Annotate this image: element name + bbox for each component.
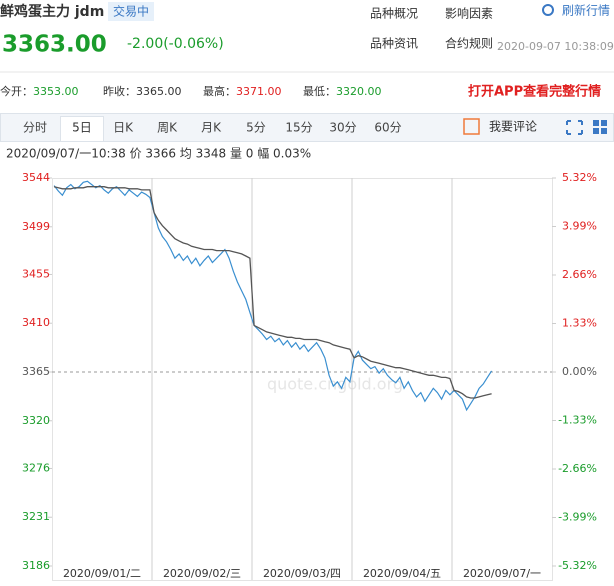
y-tick-label: 3276 — [22, 461, 50, 474]
y2-tick-label: -3.99% — [558, 511, 597, 524]
time: 2020-09-07 10:38:09 — [497, 40, 614, 53]
stat-label: 最低： — [303, 85, 336, 98]
y-tick-label: 3455 — [22, 267, 50, 280]
link[interactable]: 合约规则 — [445, 36, 493, 51]
plot-frame — [52, 178, 553, 581]
y2-tick-label: 3.99% — [562, 220, 597, 233]
tab[interactable]: 日K — [113, 121, 134, 135]
y-tick-label: 3410 — [22, 316, 50, 329]
y2-tick-label: -1.33% — [558, 414, 597, 427]
y-tick-label: 3544 — [22, 171, 50, 184]
tab[interactable]: 5分 — [246, 121, 266, 135]
x-tick-label: 2020/09/02/三 — [163, 567, 241, 580]
tab-active-bg — [60, 116, 104, 142]
link[interactable]: 品种概况 — [370, 7, 418, 21]
stat-label: 昨收： — [103, 84, 136, 98]
comment[interactable]: 我要评论 — [489, 120, 537, 134]
tab[interactable]: 60分 — [374, 121, 401, 135]
refresh[interactable]: 刷新行情 — [562, 3, 610, 18]
comment-icon[interactable] — [463, 118, 480, 135]
tab[interactable]: 15分 — [285, 121, 312, 135]
title: 鲜鸡蛋主力 jdm — [0, 3, 104, 20]
y2-tick-label: -2.66% — [558, 462, 597, 475]
y-tick-label: 3499 — [22, 220, 50, 233]
y-tick-label: 3186 — [22, 559, 50, 572]
average-line — [53, 186, 492, 399]
stat-value: 3353.00 — [33, 85, 79, 98]
y2-tick-label: 1.33% — [562, 317, 597, 330]
change: -2.00(-0.06%) — [127, 36, 224, 52]
link[interactable]: 影响因素 — [445, 6, 493, 21]
stat-value: 3320.00 — [336, 85, 382, 98]
stat-value: 3371.00 — [236, 85, 282, 98]
stat-label: 最高： — [203, 84, 236, 98]
stat-label: 今开： — [0, 84, 33, 98]
x-tick-label: 2020/09/01/二 — [63, 567, 141, 580]
x-tick-label: 2020/09/04/五 — [363, 567, 441, 580]
fullscreen-icon[interactable] — [566, 120, 583, 135]
price-line — [53, 180, 493, 412]
y-tick-label: 3365 — [22, 365, 50, 378]
x-tick-label: 2020/09/03/四 — [263, 567, 341, 580]
y2-tick-label: 0.00% — [562, 365, 597, 378]
tab[interactable]: 分时 — [23, 121, 47, 135]
tab[interactable]: 5日 — [72, 121, 92, 135]
menu-icon[interactable] — [593, 120, 607, 134]
y2-tick-label: 5.32% — [562, 171, 597, 184]
stat-value: 3365.00 — [136, 85, 182, 98]
y2-tick-label: -5.32% — [558, 559, 597, 572]
link[interactable]: 品种资讯 — [370, 37, 418, 51]
info-line: 2020/09/07/一10:38 价 3366 均 3348 量 0 幅 0.… — [6, 146, 311, 161]
y-tick-label: 3320 — [22, 414, 50, 427]
x-tick-label: 2020/09/07/一 — [463, 567, 541, 580]
y2-tick-label: 2.66% — [562, 268, 597, 281]
tab[interactable]: 30分 — [329, 121, 356, 135]
status-badge — [108, 2, 154, 21]
price: 3363.00 — [2, 32, 107, 58]
app-link[interactable]: 打开APP查看完整行情 — [468, 84, 601, 100]
status: 交易中 — [113, 4, 149, 19]
refresh-icon[interactable] — [542, 4, 554, 16]
y-tick-label: 3231 — [22, 510, 50, 523]
tab[interactable]: 月K — [201, 121, 222, 135]
tab[interactable]: 周K — [157, 121, 178, 135]
